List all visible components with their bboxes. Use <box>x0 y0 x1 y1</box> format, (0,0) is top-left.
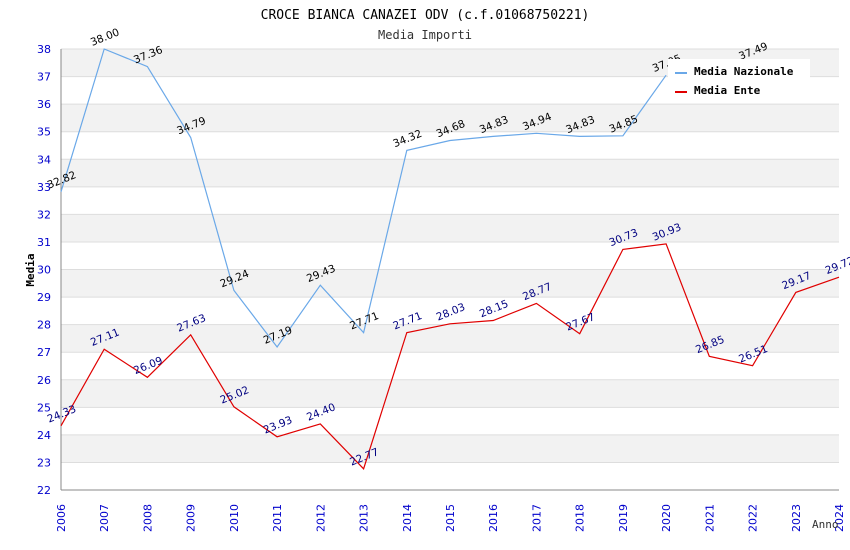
y-axis-label: Media <box>24 253 37 286</box>
legend-box <box>668 59 810 101</box>
plot-band <box>61 104 839 132</box>
y-tick-label: 30 <box>37 264 51 277</box>
y-tick-label: 22 <box>37 484 51 497</box>
x-tick-label: 2012 <box>314 504 327 532</box>
chart-subtitle: Media Importi <box>378 28 472 42</box>
legend: Media Nazionale Media Ente <box>668 59 810 101</box>
series-lines <box>60 49 840 470</box>
y-tick-label: 27 <box>37 346 51 359</box>
x-tick-label: 2015 <box>444 504 457 532</box>
plot-band <box>61 186 839 215</box>
y-tick-label: 35 <box>37 126 51 139</box>
plot-band <box>61 379 839 408</box>
y-tick-labels: 22 23 24 25 26 27 28 29 30 31 32 33 34 35 36 37 38 <box>37 43 51 497</box>
x-tick-label: 2016 <box>487 504 500 532</box>
x-tick-label: 2011 <box>271 504 284 532</box>
x-tick-label: 2008 <box>141 504 154 532</box>
plot-band <box>61 214 839 242</box>
plot-band <box>61 297 839 325</box>
x-tick-label: 2007 <box>98 504 111 532</box>
x-tick-label: 2018 <box>574 504 587 532</box>
x-tick-label: 2019 <box>617 504 630 532</box>
y-tick-label: 37 <box>37 71 51 84</box>
y-tick-label: 23 <box>37 456 51 469</box>
y-tick-label: 33 <box>37 181 51 194</box>
chart-title: CROCE BIANCA CANAZEI ODV (c.f.0106875022… <box>261 8 590 23</box>
y-tick-label: 25 <box>37 401 51 414</box>
x-tick-label: 2006 <box>55 504 68 532</box>
x-tick-label: 2010 <box>228 504 241 532</box>
y-tick-label: 34 <box>37 153 51 166</box>
legend-label-media-ente: Media Ente <box>694 84 761 97</box>
plot-band <box>61 352 839 380</box>
x-tick-labels: 2006 2007 2008 2009 2010 2011 2012 2013 2014 2015… <box>55 504 846 532</box>
x-tick-label: 2013 <box>358 504 371 532</box>
series-line-media-ente <box>60 243 840 470</box>
x-tick-label: 2021 <box>703 504 716 532</box>
plot-band <box>61 131 839 160</box>
plot-band <box>61 462 839 490</box>
x-tick-label: 2014 <box>401 504 414 532</box>
y-tick-label: 26 <box>37 374 51 387</box>
y-tick-label: 38 <box>37 43 51 56</box>
gridlines <box>61 48 839 491</box>
plot-band <box>61 159 839 187</box>
x-tick-label: 2009 <box>185 504 198 532</box>
x-tick-label: 2023 <box>790 504 803 532</box>
axes <box>60 49 839 491</box>
y-tick-label: 29 <box>37 291 51 304</box>
data-label: 38.00 <box>89 26 121 48</box>
y-tick-label: 36 <box>37 98 51 111</box>
plot-background-bands <box>61 49 839 490</box>
y-tick-label: 24 <box>37 429 51 442</box>
x-tick-label: 2017 <box>530 504 543 532</box>
legend-label-media-nazionale: Media Nazionale <box>694 65 794 78</box>
plot-band <box>61 407 839 435</box>
plot-band <box>61 241 839 270</box>
plot-band <box>61 324 839 353</box>
x-tick-label: 2020 <box>660 504 673 532</box>
y-tick-label: 32 <box>37 208 51 221</box>
plot-band <box>61 269 839 298</box>
x-tick-label: 2022 <box>747 504 760 532</box>
y-tick-label: 28 <box>37 319 51 332</box>
y-tick-label: 31 <box>37 236 51 249</box>
x-axis-label: Anno <box>812 518 839 531</box>
x-tick-label: 2024 <box>833 504 846 532</box>
plot-band <box>61 434 839 463</box>
